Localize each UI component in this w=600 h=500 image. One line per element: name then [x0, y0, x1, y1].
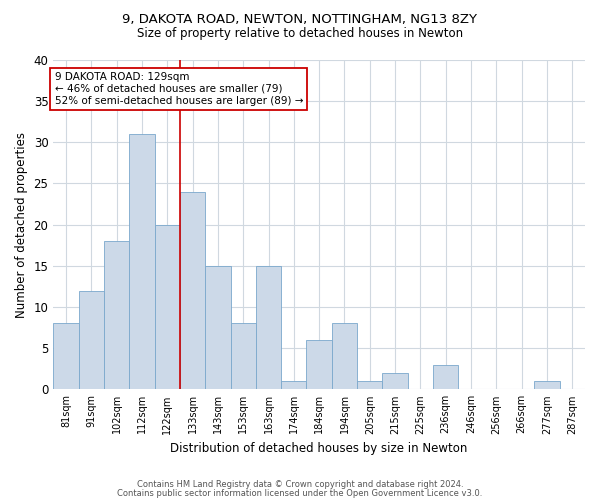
Text: 9, DAKOTA ROAD, NEWTON, NOTTINGHAM, NG13 8ZY: 9, DAKOTA ROAD, NEWTON, NOTTINGHAM, NG13… [122, 12, 478, 26]
Text: Contains public sector information licensed under the Open Government Licence v3: Contains public sector information licen… [118, 489, 482, 498]
Bar [205, 266, 230, 390]
Bar [281, 381, 307, 390]
Text: Contains HM Land Registry data © Crown copyright and database right 2024.: Contains HM Land Registry data © Crown c… [137, 480, 463, 489]
Bar [129, 134, 155, 390]
Bar [230, 324, 256, 390]
Bar [180, 192, 205, 390]
Bar [79, 290, 104, 390]
Bar [155, 224, 180, 390]
Bar [104, 241, 129, 390]
Bar [535, 381, 560, 390]
Bar [307, 340, 332, 390]
Bar [332, 324, 357, 390]
Y-axis label: Number of detached properties: Number of detached properties [15, 132, 28, 318]
Bar [256, 266, 281, 390]
Bar [53, 324, 79, 390]
Text: Size of property relative to detached houses in Newton: Size of property relative to detached ho… [137, 28, 463, 40]
Bar [357, 381, 382, 390]
Bar [382, 373, 408, 390]
Text: 9 DAKOTA ROAD: 129sqm
← 46% of detached houses are smaller (79)
52% of semi-deta: 9 DAKOTA ROAD: 129sqm ← 46% of detached … [55, 72, 303, 106]
Bar [433, 364, 458, 390]
X-axis label: Distribution of detached houses by size in Newton: Distribution of detached houses by size … [170, 442, 468, 455]
